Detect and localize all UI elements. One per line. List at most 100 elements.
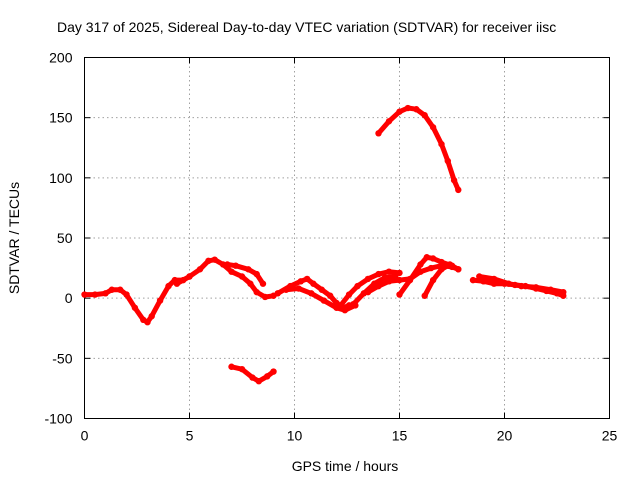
data-point [547, 286, 554, 293]
data-point [308, 290, 315, 297]
series-trace-l [375, 104, 462, 194]
axis-ticks [84, 57, 610, 419]
data-point [131, 304, 139, 311]
x-axis-label: GPS time / hours [292, 458, 399, 474]
data-point [396, 291, 403, 298]
data-point [532, 284, 540, 291]
data-point [224, 261, 231, 268]
data-point [320, 297, 328, 304]
data-point [364, 275, 372, 283]
data-point [364, 288, 372, 296]
series-trace-k [421, 261, 462, 299]
y-axis-label: SDTVAR / TECUs [6, 182, 22, 294]
series-trace-a [81, 273, 193, 326]
data-point [255, 377, 262, 385]
data-point [259, 280, 267, 287]
data-point [228, 363, 235, 370]
data-point [406, 276, 414, 284]
data-point [385, 118, 393, 125]
data-point [427, 264, 435, 272]
series-trace-d [228, 363, 277, 385]
data-point [205, 257, 212, 265]
y-tick-label: -100 [44, 411, 72, 427]
tick-labels: 0 5 10 15 20 25 -100 -50 0 50 100 150 200 [44, 50, 617, 444]
data-point [232, 262, 239, 269]
data-point [396, 276, 403, 284]
data-point [350, 300, 357, 308]
data-point [303, 275, 311, 283]
data-point [186, 273, 193, 280]
data-point [238, 365, 246, 373]
data-point [429, 276, 437, 284]
series-trace-c [224, 261, 267, 287]
data-point [148, 313, 155, 320]
data-point [396, 269, 403, 277]
data-point [421, 292, 428, 299]
data-point [249, 374, 256, 381]
data-point [446, 261, 454, 268]
data-point [455, 266, 462, 273]
data-point [165, 282, 172, 290]
x-tick-label: 0 [81, 428, 89, 444]
data-point [337, 302, 344, 309]
data-point [295, 285, 302, 292]
y-tick-label: 200 [49, 50, 73, 66]
y-tick-label: 0 [65, 290, 73, 306]
grid-lines [84, 57, 610, 419]
data-point [264, 373, 271, 380]
data-point [476, 273, 483, 280]
data-point [123, 291, 130, 298]
data-point [156, 297, 164, 304]
data-point [375, 130, 382, 137]
data-point [560, 288, 567, 296]
data-point [117, 286, 124, 293]
data-point [108, 286, 116, 293]
data-point [211, 256, 218, 263]
data-point [375, 282, 382, 290]
data-point [423, 254, 430, 261]
data-point [381, 274, 388, 281]
data-point [385, 268, 393, 275]
y-tick-label: -50 [52, 350, 72, 366]
data-point [490, 275, 498, 283]
data-point [505, 280, 512, 287]
x-tick-label: 25 [602, 428, 618, 444]
data-point [444, 157, 451, 165]
data-point [173, 280, 181, 287]
data-point [413, 106, 420, 113]
data-point [261, 293, 269, 301]
data-point [450, 177, 458, 184]
chart-title: Day 317 of 2025, Sidereal Day-to-day VTE… [57, 19, 556, 35]
y-tick-label: 150 [49, 110, 73, 126]
data-point [341, 307, 349, 314]
data-point [144, 319, 151, 326]
x-tick-label: 5 [186, 428, 194, 444]
data-point [490, 280, 498, 287]
data-point [253, 288, 260, 296]
data-point [345, 291, 353, 298]
data-point [455, 186, 462, 194]
data-point [396, 108, 403, 115]
data-point [404, 104, 412, 112]
data-point [91, 291, 99, 298]
data-point [81, 291, 88, 298]
data-point [469, 276, 477, 284]
data-point [247, 280, 254, 287]
data-point [282, 286, 290, 293]
data-point [417, 261, 424, 268]
x-tick-label: 10 [287, 428, 303, 444]
x-tick-label: 15 [392, 428, 408, 444]
data-point [297, 278, 304, 285]
data-point [318, 286, 325, 293]
data-point [438, 140, 445, 148]
data-point [245, 266, 252, 273]
data-point [421, 112, 428, 119]
data-point [385, 278, 393, 285]
data-point [438, 266, 445, 273]
data-point [375, 270, 382, 278]
data-point [102, 290, 109, 297]
data-point [429, 124, 437, 131]
data-point [238, 273, 246, 280]
data-point [327, 292, 334, 299]
